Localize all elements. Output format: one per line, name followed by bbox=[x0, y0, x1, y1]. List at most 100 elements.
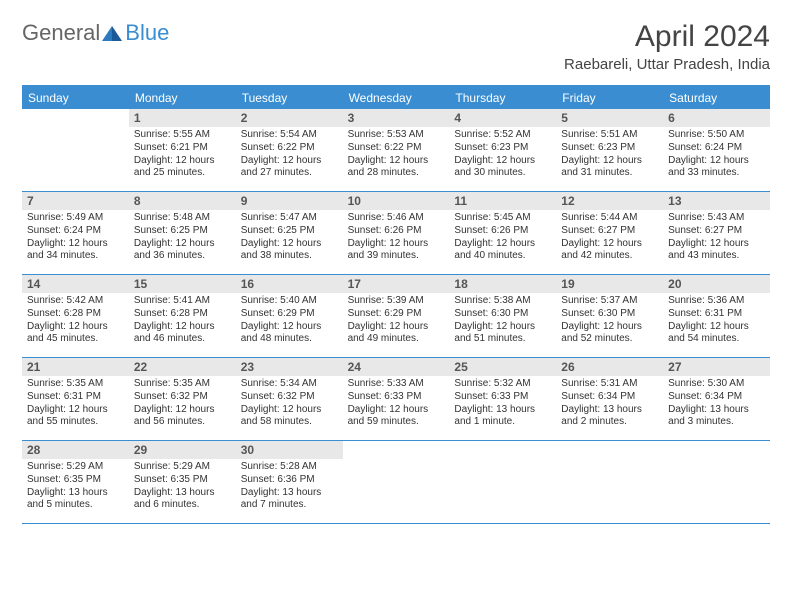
info-line: and 7 minutes. bbox=[241, 499, 338, 512]
day-number: 5 bbox=[556, 109, 663, 127]
info-line: Sunrise: 5:55 AM bbox=[134, 129, 231, 142]
info-line: Daylight: 12 hours bbox=[348, 238, 445, 251]
info-line: Sunrise: 5:53 AM bbox=[348, 129, 445, 142]
day-number: 12 bbox=[556, 192, 663, 210]
info-line: Daylight: 12 hours bbox=[134, 404, 231, 417]
day-info: Sunrise: 5:39 AMSunset: 6:29 PMDaylight:… bbox=[343, 293, 450, 351]
day-number: 18 bbox=[449, 275, 556, 293]
day-number: 19 bbox=[556, 275, 663, 293]
info-line: and 38 minutes. bbox=[241, 250, 338, 263]
day-number: 28 bbox=[22, 441, 129, 459]
day-info: Sunrise: 5:42 AMSunset: 6:28 PMDaylight:… bbox=[22, 293, 129, 351]
day-header: Tuesday bbox=[236, 87, 343, 109]
info-line: Sunset: 6:24 PM bbox=[668, 142, 765, 155]
info-line: Sunset: 6:22 PM bbox=[348, 142, 445, 155]
day-info: Sunrise: 5:46 AMSunset: 6:26 PMDaylight:… bbox=[343, 210, 450, 268]
calendar-cell bbox=[343, 441, 450, 523]
info-line: and 49 minutes. bbox=[348, 333, 445, 346]
info-line: and 6 minutes. bbox=[134, 499, 231, 512]
calendar-cell: 10Sunrise: 5:46 AMSunset: 6:26 PMDayligh… bbox=[343, 192, 450, 274]
info-line: Daylight: 13 hours bbox=[668, 404, 765, 417]
month-title: April 2024 bbox=[564, 20, 770, 54]
calendar-cell: 16Sunrise: 5:40 AMSunset: 6:29 PMDayligh… bbox=[236, 275, 343, 357]
info-line: and 30 minutes. bbox=[454, 167, 551, 180]
info-line: and 56 minutes. bbox=[134, 416, 231, 429]
day-number: 26 bbox=[556, 358, 663, 376]
day-number: 10 bbox=[343, 192, 450, 210]
info-line: and 42 minutes. bbox=[561, 250, 658, 263]
calendar: Sunday Monday Tuesday Wednesday Thursday… bbox=[22, 85, 770, 524]
day-info: Sunrise: 5:45 AMSunset: 6:26 PMDaylight:… bbox=[449, 210, 556, 268]
info-line: Sunset: 6:34 PM bbox=[561, 391, 658, 404]
day-info: Sunrise: 5:48 AMSunset: 6:25 PMDaylight:… bbox=[129, 210, 236, 268]
day-number: 17 bbox=[343, 275, 450, 293]
day-info: Sunrise: 5:34 AMSunset: 6:32 PMDaylight:… bbox=[236, 376, 343, 434]
day-info: Sunrise: 5:53 AMSunset: 6:22 PMDaylight:… bbox=[343, 127, 450, 185]
info-line: Sunset: 6:23 PM bbox=[454, 142, 551, 155]
info-line: Sunrise: 5:31 AM bbox=[561, 378, 658, 391]
info-line: Daylight: 13 hours bbox=[561, 404, 658, 417]
info-line: Sunrise: 5:54 AM bbox=[241, 129, 338, 142]
calendar-cell: 12Sunrise: 5:44 AMSunset: 6:27 PMDayligh… bbox=[556, 192, 663, 274]
info-line: and 5 minutes. bbox=[27, 499, 124, 512]
info-line: and 54 minutes. bbox=[668, 333, 765, 346]
info-line: Sunset: 6:29 PM bbox=[348, 308, 445, 321]
info-line: Daylight: 12 hours bbox=[561, 321, 658, 334]
calendar-week: 14Sunrise: 5:42 AMSunset: 6:28 PMDayligh… bbox=[22, 275, 770, 358]
info-line: Sunset: 6:25 PM bbox=[134, 225, 231, 238]
info-line: and 33 minutes. bbox=[668, 167, 765, 180]
info-line: Sunset: 6:29 PM bbox=[241, 308, 338, 321]
info-line: Sunset: 6:35 PM bbox=[27, 474, 124, 487]
calendar-week: 28Sunrise: 5:29 AMSunset: 6:35 PMDayligh… bbox=[22, 441, 770, 524]
info-line: Sunrise: 5:28 AM bbox=[241, 461, 338, 474]
day-info: Sunrise: 5:29 AMSunset: 6:35 PMDaylight:… bbox=[22, 459, 129, 517]
day-header: Saturday bbox=[663, 87, 770, 109]
info-line: and 3 minutes. bbox=[668, 416, 765, 429]
calendar-cell bbox=[449, 441, 556, 523]
calendar-cell bbox=[663, 441, 770, 523]
info-line: Sunrise: 5:29 AM bbox=[134, 461, 231, 474]
info-line: and 51 minutes. bbox=[454, 333, 551, 346]
info-line: Sunset: 6:27 PM bbox=[561, 225, 658, 238]
info-line: Sunset: 6:32 PM bbox=[241, 391, 338, 404]
info-line: Sunset: 6:34 PM bbox=[668, 391, 765, 404]
info-line: and 1 minute. bbox=[454, 416, 551, 429]
info-line: Sunset: 6:21 PM bbox=[134, 142, 231, 155]
info-line: Sunrise: 5:37 AM bbox=[561, 295, 658, 308]
calendar-cell: 11Sunrise: 5:45 AMSunset: 6:26 PMDayligh… bbox=[449, 192, 556, 274]
info-line: Sunset: 6:26 PM bbox=[454, 225, 551, 238]
info-line: Sunrise: 5:45 AM bbox=[454, 212, 551, 225]
calendar-cell: 17Sunrise: 5:39 AMSunset: 6:29 PMDayligh… bbox=[343, 275, 450, 357]
info-line: Sunrise: 5:32 AM bbox=[454, 378, 551, 391]
info-line: and 31 minutes. bbox=[561, 167, 658, 180]
day-info: Sunrise: 5:44 AMSunset: 6:27 PMDaylight:… bbox=[556, 210, 663, 268]
info-line: and 43 minutes. bbox=[668, 250, 765, 263]
day-number: 14 bbox=[22, 275, 129, 293]
logo: General Blue bbox=[22, 20, 169, 46]
info-line: Sunset: 6:28 PM bbox=[27, 308, 124, 321]
day-header-row: Sunday Monday Tuesday Wednesday Thursday… bbox=[22, 87, 770, 109]
info-line: Sunrise: 5:40 AM bbox=[241, 295, 338, 308]
info-line: Daylight: 12 hours bbox=[668, 321, 765, 334]
calendar-cell: 28Sunrise: 5:29 AMSunset: 6:35 PMDayligh… bbox=[22, 441, 129, 523]
day-number: 21 bbox=[22, 358, 129, 376]
calendar-cell: 23Sunrise: 5:34 AMSunset: 6:32 PMDayligh… bbox=[236, 358, 343, 440]
day-info: Sunrise: 5:51 AMSunset: 6:23 PMDaylight:… bbox=[556, 127, 663, 185]
day-info: Sunrise: 5:55 AMSunset: 6:21 PMDaylight:… bbox=[129, 127, 236, 185]
info-line: Sunset: 6:30 PM bbox=[561, 308, 658, 321]
info-line: Daylight: 13 hours bbox=[241, 487, 338, 500]
info-line: Sunset: 6:36 PM bbox=[241, 474, 338, 487]
info-line: Sunrise: 5:48 AM bbox=[134, 212, 231, 225]
day-info: Sunrise: 5:43 AMSunset: 6:27 PMDaylight:… bbox=[663, 210, 770, 268]
info-line: Daylight: 12 hours bbox=[668, 155, 765, 168]
day-info: Sunrise: 5:31 AMSunset: 6:34 PMDaylight:… bbox=[556, 376, 663, 434]
day-number: 4 bbox=[449, 109, 556, 127]
day-info: Sunrise: 5:49 AMSunset: 6:24 PMDaylight:… bbox=[22, 210, 129, 268]
calendar-cell: 27Sunrise: 5:30 AMSunset: 6:34 PMDayligh… bbox=[663, 358, 770, 440]
info-line: Sunrise: 5:42 AM bbox=[27, 295, 124, 308]
day-number: 30 bbox=[236, 441, 343, 459]
info-line: Sunset: 6:25 PM bbox=[241, 225, 338, 238]
logo-text-1: General bbox=[22, 20, 100, 46]
title-block: April 2024 Raebareli, Uttar Pradesh, Ind… bbox=[564, 20, 770, 73]
day-info: Sunrise: 5:35 AMSunset: 6:31 PMDaylight:… bbox=[22, 376, 129, 434]
